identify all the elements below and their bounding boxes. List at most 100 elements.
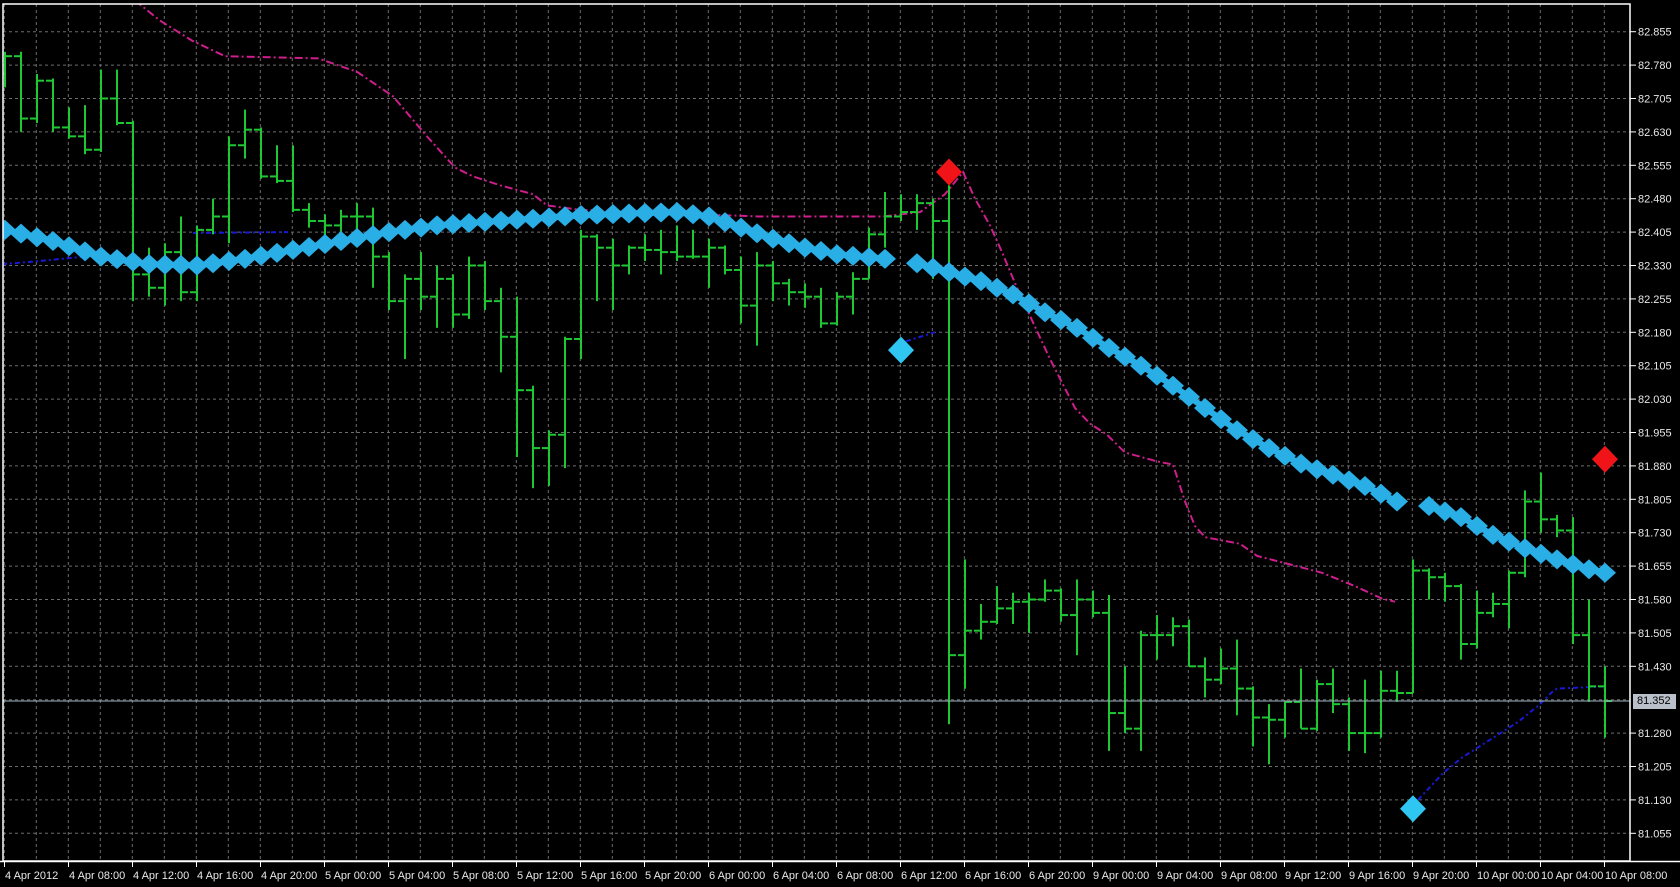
ohlc-bar <box>1006 592 1020 624</box>
ohlc-bar <box>414 252 428 311</box>
price-axis[interactable]: 82.855 82.780 82.705 82.630 82.555 82.480 82.4… <box>1630 27 1672 841</box>
ohlc-bar <box>286 145 300 213</box>
trail-diamond <box>1290 453 1312 474</box>
sell-signal-diamond <box>936 158 962 186</box>
ohlc-bar <box>1390 670 1404 702</box>
time-tick-label: 9 Apr 04:00 <box>1157 870 1213 882</box>
time-tick-label: 5 Apr 12:00 <box>517 870 573 882</box>
ohlc-bar <box>478 261 492 311</box>
signal-markers <box>888 158 1618 823</box>
ohlc-bar <box>750 252 764 346</box>
time-tick-label: 5 Apr 16:00 <box>581 870 637 882</box>
trail-diamond <box>26 227 48 248</box>
ohlc-bar <box>1518 490 1532 578</box>
trend-diamond-trail <box>3 202 1616 583</box>
trail-diamond <box>826 244 848 265</box>
ohlc-bar <box>382 252 396 311</box>
ohlc-bar <box>1294 668 1308 730</box>
trail-diamond <box>426 215 448 236</box>
trail-diamond <box>922 257 944 278</box>
price-tick-label: 81.730 <box>1638 528 1672 540</box>
ohlc-bar <box>814 287 828 328</box>
trail-diamond <box>1466 516 1488 537</box>
ohlc-bar <box>1214 648 1228 685</box>
trail-diamond <box>1386 491 1408 512</box>
trail-diamond <box>1002 284 1024 305</box>
ohlc-bar <box>366 207 380 288</box>
stop-dotted-line <box>3 255 86 266</box>
ohlc-bar <box>110 69 124 126</box>
ohlc-bar <box>878 192 892 248</box>
stop-dotted-line <box>905 331 936 343</box>
ohlc-bar <box>1486 592 1500 618</box>
price-tick-label: 81.880 <box>1638 461 1672 473</box>
trail-diamond <box>1450 507 1472 528</box>
trail-diamond <box>362 225 384 246</box>
ohlc-bar <box>1150 615 1164 660</box>
time-tick-label: 6 Apr 00:00 <box>709 870 765 882</box>
trail-diamond <box>1514 538 1536 559</box>
time-tick-label: 6 Apr 20:00 <box>1029 870 1085 882</box>
trail-diamond <box>954 266 976 287</box>
trail-diamond <box>122 251 144 272</box>
ohlc-bar <box>14 51 28 132</box>
trail-diamond <box>1498 531 1520 552</box>
price-tick-label: 82.480 <box>1638 194 1672 206</box>
trail-diamond <box>1114 346 1136 367</box>
ohlc-bar <box>1422 568 1436 600</box>
trail-diamond <box>602 204 624 225</box>
trail-diamond <box>170 255 192 276</box>
ohlc-bar <box>1022 592 1036 633</box>
ohlc-bar <box>494 287 508 373</box>
ohlc-bar <box>1582 599 1596 702</box>
ohlc-bar <box>894 194 908 221</box>
trail-diamond <box>810 241 832 262</box>
ohlc-bar <box>686 229 700 259</box>
ohlc-bar <box>30 74 44 123</box>
trail-diamond <box>186 255 208 276</box>
trail-diamond <box>666 202 688 223</box>
ohlc-bar <box>1374 670 1388 738</box>
trail-diamond <box>1242 429 1264 450</box>
trail-diamond <box>346 228 368 249</box>
trail-diamond <box>714 212 736 233</box>
ohlc-bar <box>1310 679 1324 731</box>
price-tick-label: 81.280 <box>1638 728 1672 740</box>
time-tick-label: 6 Apr 08:00 <box>837 870 893 882</box>
price-tick-label: 81.055 <box>1638 828 1672 840</box>
time-tick-label: 4 Apr 16:00 <box>197 870 253 882</box>
price-tick-label: 81.130 <box>1638 795 1672 807</box>
trail-diamond <box>298 236 320 257</box>
time-tick-label: 9 Apr 08:00 <box>1221 870 1277 882</box>
price-tick-label: 82.255 <box>1638 294 1672 306</box>
trail-diamond <box>1226 420 1248 441</box>
trail-diamond <box>1194 398 1216 419</box>
ohlc-bar <box>1550 514 1564 538</box>
trail-diamond <box>1322 464 1344 485</box>
ohlc-bar <box>1278 700 1292 738</box>
ohlc-bar <box>1134 630 1148 751</box>
trail-diamond <box>1018 293 1040 314</box>
ohlc-bar <box>1502 570 1516 629</box>
trail-diamond <box>202 253 224 274</box>
trail-diamond <box>1530 543 1552 564</box>
ma-dashdot-line <box>137 4 1396 603</box>
trail-diamond <box>106 249 128 270</box>
time-tick-label: 4 Apr 2012 <box>5 870 58 882</box>
ohlc-bar <box>1534 472 1548 533</box>
trail-diamond <box>794 237 816 258</box>
ohlc-bar <box>398 274 412 360</box>
trail-diamond <box>314 233 336 254</box>
time-tick-label: 4 Apr 20:00 <box>261 870 317 882</box>
time-tick-label: 4 Apr 08:00 <box>69 870 125 882</box>
time-tick-label: 10 Apr 00:00 <box>1477 870 1539 882</box>
trail-diamond <box>650 202 672 223</box>
trail-diamond <box>410 217 432 238</box>
ohlc-bar <box>78 105 92 155</box>
time-axis[interactable]: 4 Apr 2012 4 Apr 08:00 4 Apr 12:00 4 Apr 16… <box>4 861 1668 882</box>
trail-diamond <box>906 253 928 274</box>
ohlc-bar <box>734 256 748 324</box>
time-tick-label: 9 Apr 00:00 <box>1093 870 1149 882</box>
trail-diamond <box>442 214 464 235</box>
